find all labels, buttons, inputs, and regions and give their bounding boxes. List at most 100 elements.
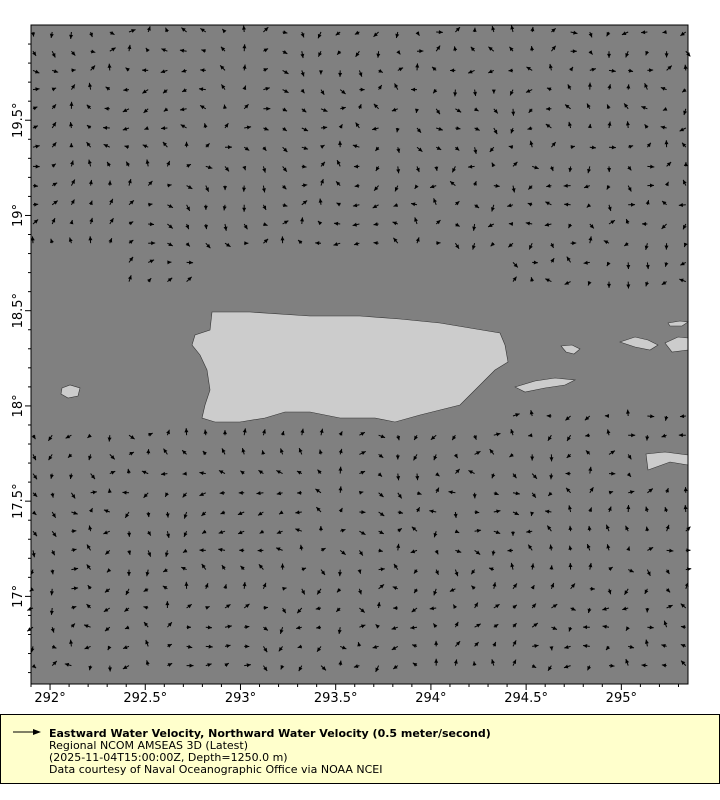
culebra-island (560, 344, 581, 355)
velocity-arrow (645, 506, 649, 513)
velocity-arrow (429, 606, 437, 611)
velocity-arrow (378, 68, 384, 73)
velocity-arrow (551, 603, 558, 609)
velocity-arrow (318, 70, 323, 75)
velocity-arrow (587, 665, 592, 671)
velocity-arrow (451, 166, 456, 173)
velocity-arrow (394, 83, 399, 90)
velocity-arrow (509, 453, 514, 458)
legend-credit: Data courtesy of Naval Oceanographic Off… (49, 763, 383, 776)
velocity-arrow (531, 492, 537, 499)
velocity-arrow (357, 103, 362, 109)
velocity-arrow (565, 415, 571, 421)
velocity-arrow (551, 141, 557, 148)
velocity-arrow (336, 159, 341, 167)
velocity-arrow (474, 623, 481, 628)
velocity-arrow (298, 447, 303, 455)
velocity-arrow (493, 127, 498, 135)
velocity-arrow (320, 547, 326, 552)
velocity-arrow (262, 646, 268, 653)
velocity-arrow (628, 433, 636, 438)
velocity-arrow (282, 127, 288, 132)
velocity-arrow (166, 429, 170, 436)
velocity-arrow (104, 588, 111, 593)
velocity-arrow (607, 51, 612, 58)
velocity-arrow (644, 83, 649, 90)
velocity-arrow (392, 221, 398, 226)
velocity-arrow (626, 504, 631, 513)
velocity-arrow (568, 562, 573, 570)
velocity-arrow (262, 582, 267, 589)
velocity-arrow (162, 568, 168, 573)
velocity-arrow (661, 433, 667, 438)
velocity-arrow (455, 26, 461, 33)
velocity-arrow (436, 241, 441, 246)
velocity-arrow (218, 470, 226, 475)
velocity-arrow (531, 622, 539, 628)
velocity-arrow (199, 105, 207, 110)
velocity-arrow (664, 415, 669, 421)
velocity-arrow (51, 121, 57, 129)
velocity-arrow (186, 603, 193, 609)
velocity-arrow (621, 31, 629, 36)
velocity-arrow (122, 126, 130, 131)
velocity-arrow (455, 468, 461, 474)
velocity-arrow (125, 161, 130, 167)
velocity-arrow (242, 85, 247, 91)
velocity-arrow (242, 165, 247, 171)
velocity-arrow (602, 606, 610, 611)
velocity-arrow (588, 236, 593, 244)
velocity-arrow (608, 450, 616, 455)
velocity-arrow (605, 524, 610, 532)
velocity-arrow (551, 626, 558, 630)
velocity-arrow (435, 569, 439, 576)
velocity-arrow (647, 68, 654, 73)
velocity-arrow (109, 454, 116, 460)
velocity-arrow (107, 645, 112, 651)
velocity-arrow (525, 221, 533, 226)
velocity-arrow (434, 640, 439, 647)
velocity-arrow (528, 108, 533, 114)
velocity-arrow (415, 31, 420, 36)
velocity-arrow (338, 431, 343, 436)
velocity-arrow (201, 563, 207, 570)
velocity-arrow (530, 277, 535, 282)
velocity-arrow (545, 201, 552, 206)
velocity-arrow (626, 84, 631, 90)
velocity-arrow (128, 434, 135, 440)
velocity-arrow (530, 454, 535, 461)
velocity-arrow (661, 280, 667, 286)
velocity-arrow (203, 123, 208, 129)
velocity-arrow (340, 645, 347, 650)
velocity-arrow (219, 490, 226, 495)
velocity-arrow (104, 106, 110, 111)
velocity-arrow (122, 108, 130, 113)
velocity-arrow (410, 625, 418, 630)
velocity-arrow (51, 142, 57, 148)
velocity-arrow (160, 471, 168, 476)
velocity-arrow (625, 218, 630, 225)
velocity-arrow (415, 473, 420, 481)
velocity-arrow (315, 488, 322, 494)
velocity-arrow (564, 645, 571, 649)
velocity-arrow (51, 182, 58, 187)
velocity-arrow (681, 88, 687, 93)
lon-tick-label: 293° (225, 691, 256, 706)
velocity-arrow (222, 104, 227, 109)
velocity-arrow (473, 180, 477, 186)
velocity-arrow (162, 141, 168, 148)
velocity-arrow (666, 65, 673, 71)
velocity-arrow (52, 69, 59, 74)
velocity-arrow (300, 428, 305, 436)
velocity-arrow (203, 204, 208, 210)
velocity-arrow (416, 49, 424, 54)
velocity-arrow (454, 242, 460, 250)
velocity-arrow (474, 107, 479, 112)
velocity-arrow (202, 450, 207, 456)
velocity-arrow (71, 50, 76, 56)
velocity-arrow (109, 217, 114, 225)
velocity-arrow (512, 491, 520, 496)
velocity-arrow (411, 607, 418, 613)
velocity-arrow (530, 563, 535, 570)
velocity-arrow (124, 625, 130, 630)
